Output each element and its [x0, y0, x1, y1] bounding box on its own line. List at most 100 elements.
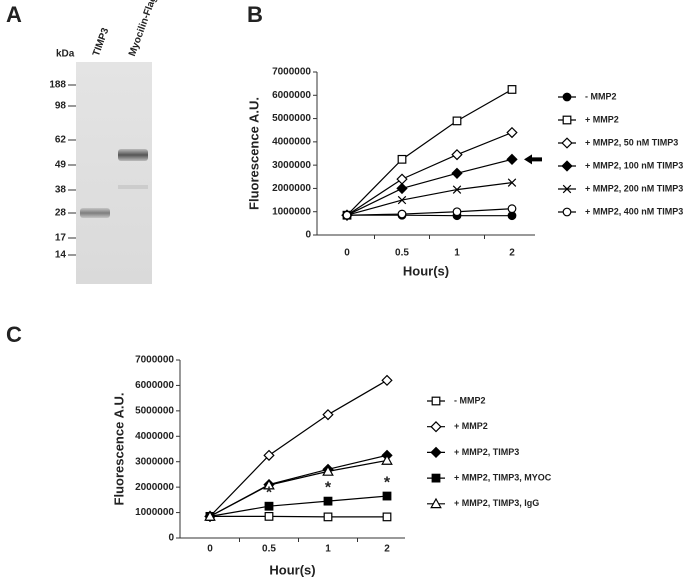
- marker: [382, 512, 392, 522]
- series-line: [209, 379, 388, 517]
- y-axis-label: Fluorescence A.U.: [246, 97, 261, 210]
- x-tick-label: 1: [454, 248, 460, 259]
- y-tick-label: 6000000: [135, 380, 174, 391]
- marker: [562, 207, 572, 217]
- series-line: [346, 182, 513, 216]
- x-tick-label: 0.5: [395, 248, 409, 259]
- series-line: [209, 495, 388, 517]
- marker: [430, 446, 442, 459]
- series-line: [346, 88, 513, 216]
- y-axis-label: Fluorescence A.U.: [111, 393, 126, 506]
- gel-band: [80, 208, 110, 218]
- marker-label: 62: [55, 135, 67, 146]
- marker: [452, 116, 462, 126]
- marker: [322, 465, 334, 476]
- x-tick-label: 2: [384, 544, 390, 555]
- marker: [381, 454, 393, 465]
- marker: [396, 173, 408, 185]
- marker: [561, 160, 573, 172]
- series-line: [346, 208, 513, 216]
- y-tick-label: 4000000: [272, 136, 311, 147]
- gel-unit: kDa: [56, 49, 75, 60]
- marker: [264, 501, 274, 511]
- gel-band: [118, 185, 148, 189]
- annotation: *: [266, 484, 273, 501]
- y-tick-label: 6000000: [272, 90, 311, 101]
- legend-label: - MMP2: [454, 395, 486, 405]
- marker: [430, 497, 442, 509]
- marker: [506, 126, 518, 139]
- y-tick-label: 5000000: [135, 405, 174, 416]
- marker: [507, 85, 517, 94]
- marker: [396, 182, 408, 195]
- y-tick-label: 7000000: [135, 355, 174, 366]
- y-tick-label: 1000000: [135, 507, 174, 518]
- y-tick-label: 3000000: [272, 160, 311, 171]
- marker: [562, 115, 572, 125]
- legend-label: + MMP2, TIMP3, IgG: [454, 498, 539, 508]
- x-tick-label: 2: [509, 248, 515, 259]
- marker-label: 38: [55, 185, 67, 196]
- x-tick-label: 1: [325, 544, 331, 555]
- y-tick-label: 0: [168, 533, 174, 544]
- marker: [322, 409, 334, 421]
- marker-label: 49: [55, 160, 67, 171]
- y-tick-label: 7000000: [272, 67, 311, 78]
- legend-label: + MMP2, 400 nM TIMP3: [585, 206, 683, 216]
- marker: [561, 137, 573, 149]
- marker: [507, 178, 517, 187]
- marker: [451, 167, 463, 179]
- marker: [342, 210, 352, 220]
- marker-label: 28: [55, 208, 67, 219]
- series-line: [210, 515, 387, 518]
- x-axis-label: Hour(s): [269, 562, 315, 577]
- marker-label: 98: [55, 101, 67, 112]
- gel: [76, 62, 152, 284]
- y-tick-label: 2000000: [272, 183, 311, 194]
- legend-label: + MMP2, 100 nM TIMP3: [585, 160, 683, 170]
- panel-label: A: [6, 2, 22, 27]
- series-line: [346, 158, 513, 216]
- marker: [263, 449, 275, 462]
- marker: [452, 207, 462, 217]
- legend-label: + MMP2, TIMP3, MYOC: [454, 472, 552, 482]
- marker: [562, 92, 572, 102]
- lane-label: Myocilin-Flag: [127, 0, 159, 58]
- series-line: [209, 459, 388, 517]
- marker: [431, 473, 441, 483]
- series-line: [346, 131, 513, 216]
- marker: [506, 153, 518, 165]
- y-tick-label: 2000000: [135, 482, 174, 493]
- legend-label: + MMP2: [454, 421, 488, 431]
- marker: [204, 510, 216, 521]
- legend-label: + MMP2: [585, 114, 619, 124]
- lane-label: TIMP3: [91, 26, 112, 58]
- marker-label: 14: [55, 250, 67, 261]
- marker: [323, 512, 333, 522]
- marker: [562, 184, 572, 194]
- marker: [507, 204, 517, 214]
- series-line: [209, 454, 388, 517]
- marker: [431, 396, 441, 406]
- annotation: *: [384, 474, 391, 491]
- panel-label: B: [247, 2, 263, 27]
- marker: [397, 195, 407, 205]
- x-tick-label: 0: [344, 248, 350, 259]
- y-tick-label: 4000000: [135, 431, 174, 442]
- x-tick-label: 0: [207, 544, 213, 555]
- arrow: [524, 154, 542, 165]
- marker-label: 188: [49, 80, 66, 91]
- x-tick-label: 0.5: [262, 544, 276, 555]
- marker: [451, 149, 463, 161]
- marker: [381, 374, 393, 386]
- marker: [264, 511, 274, 521]
- marker: [430, 421, 442, 433]
- marker-label: 17: [55, 233, 67, 244]
- marker: [397, 209, 407, 219]
- legend-label: + MMP2, 200 nM TIMP3: [585, 183, 683, 193]
- y-tick-label: 3000000: [135, 456, 174, 467]
- annotation: *: [325, 479, 332, 496]
- legend-label: + MMP2, 50 nM TIMP3: [585, 137, 678, 147]
- marker: [323, 496, 333, 506]
